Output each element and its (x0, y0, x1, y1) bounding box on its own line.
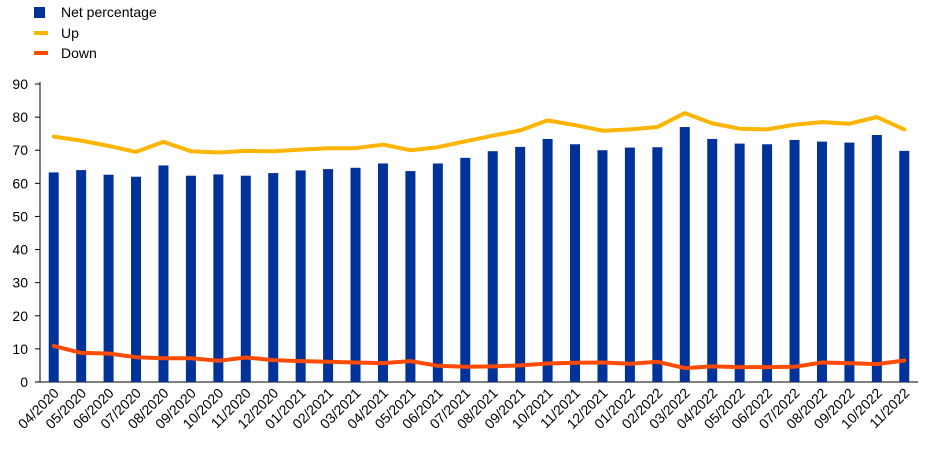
bar-net-percentage (816, 141, 827, 382)
bar-net-percentage (240, 175, 251, 382)
bar-net-percentage (377, 163, 388, 382)
bar-net-percentage (762, 144, 773, 382)
y-tick-label: 70 (12, 142, 28, 158)
bar-net-percentage (76, 170, 87, 382)
bar-net-percentage (844, 142, 855, 382)
legend-label-up: Up (61, 24, 79, 41)
bar-net-percentage (213, 174, 224, 382)
line-up (51, 111, 907, 155)
y-tick-label: 30 (12, 275, 28, 291)
bar-net-percentage (487, 151, 498, 382)
bar-net-percentage (679, 127, 690, 383)
y-tick-label: 20 (12, 308, 28, 324)
bar-net-percentage (707, 138, 718, 382)
bar-net-percentage (432, 163, 443, 382)
legend-item-net-percentage: Net percentage (34, 2, 157, 23)
bar-net-percentage (158, 165, 169, 382)
bar-net-percentage (597, 150, 608, 382)
legend-swatch-down (34, 51, 48, 56)
bar-net-percentage (734, 143, 745, 382)
legend-swatch-up (34, 30, 48, 35)
bar-net-percentage (295, 170, 306, 382)
y-tick-label: 0 (20, 374, 28, 390)
legend-swatch-net-percentage (34, 6, 45, 18)
legend-label-net-percentage: Net percentage (61, 4, 157, 21)
bar-net-percentage (515, 146, 526, 382)
y-tick-label: 60 (12, 175, 28, 191)
bar-net-percentage (131, 176, 142, 382)
bar-net-percentage (871, 134, 882, 382)
bar-net-percentage (542, 138, 553, 382)
y-tick-label: 50 (12, 208, 28, 224)
bar-net-percentage (405, 171, 416, 382)
bar-net-percentage (268, 173, 279, 382)
y-tick-label: 40 (12, 242, 28, 258)
line-down (51, 343, 907, 371)
bar-net-percentage (350, 167, 361, 382)
bar-net-percentage (323, 169, 334, 382)
legend-item-up: Up (34, 23, 157, 44)
bar-net-percentage (899, 150, 910, 382)
y-tick-label: 80 (12, 109, 28, 125)
bar-net-percentage (570, 144, 581, 382)
legend: Net percentage Up Down (34, 2, 157, 64)
bar-net-percentage (624, 147, 635, 382)
legend-item-down: Down (34, 43, 157, 64)
y-tick-label: 10 (12, 341, 28, 357)
bar-net-percentage (789, 139, 800, 382)
y-tick-label: 90 (12, 76, 28, 92)
bar-net-percentage (48, 172, 59, 382)
legend-label-down: Down (61, 45, 97, 62)
bar-net-percentage (652, 147, 663, 382)
bar-net-percentage (185, 175, 196, 382)
bar-net-percentage (460, 157, 471, 382)
bar-net-percentage (103, 174, 114, 382)
